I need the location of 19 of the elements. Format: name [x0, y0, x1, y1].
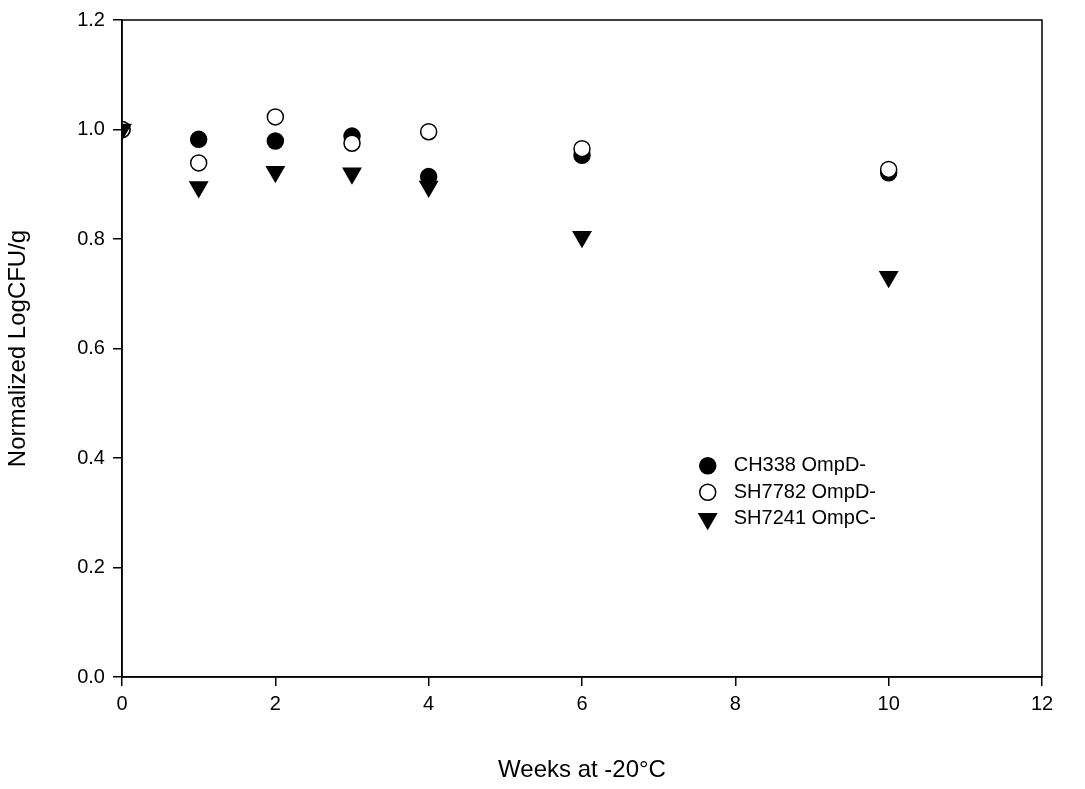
x-tick-label: 0	[116, 691, 128, 714]
x-tick-label: 8	[729, 691, 741, 714]
legend-label: SH7241 OmpC-	[733, 506, 877, 529]
y-tick-label: 0.0	[77, 664, 105, 687]
x-axis-title: Weeks at -20°C	[498, 755, 666, 783]
y-tick-label: 0.8	[77, 226, 105, 249]
y-tick-label: 0.2	[77, 555, 105, 578]
y-axis-title: Normalized LogCFU/g	[3, 229, 31, 468]
x-tick-label: 2	[269, 691, 281, 714]
x-tick-label: 4	[423, 691, 435, 714]
x-tick-label: 6	[576, 691, 588, 714]
y-tick-label: 0.6	[77, 336, 105, 359]
y-tick-label: 1.0	[77, 117, 105, 140]
legend-label: CH338 OmpD-	[733, 453, 866, 476]
legend-label: SH7782 OmpD-	[733, 479, 877, 502]
x-tick-label: 10	[877, 691, 900, 714]
x-tick-label: 12	[1030, 691, 1054, 714]
y-tick-label: 1.2	[77, 7, 105, 30]
y-tick-label: 0.4	[77, 445, 105, 468]
